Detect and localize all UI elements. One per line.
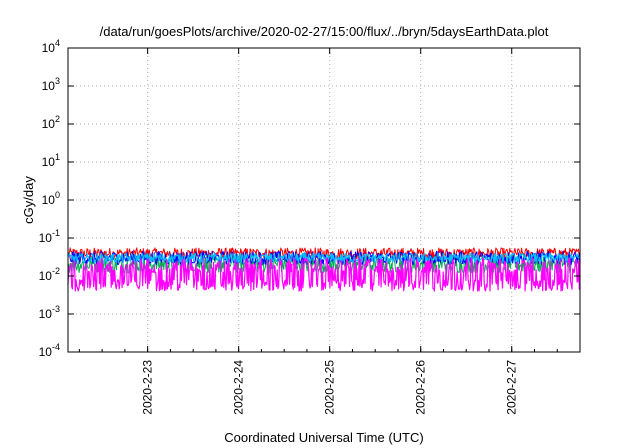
y-tick-label: 100 — [42, 190, 60, 207]
series-line — [67, 252, 581, 264]
x-tick-label: 2020-2-23 — [141, 360, 155, 415]
chart-title: /data/run/goesPlots/archive/2020-02-27/1… — [100, 24, 549, 39]
x-tick-label: 2020-2-26 — [414, 360, 428, 415]
x-tick-label: 2020-2-27 — [505, 360, 519, 415]
x-tick-label: 2020-2-25 — [323, 360, 337, 415]
y-tick-label: 102 — [42, 114, 60, 131]
x-axis: 2020-2-23 2020-2-24 2020-2-25 2020-2-26 2020… — [78, 48, 581, 415]
series-line — [67, 257, 581, 292]
y-tick-label: 103 — [42, 76, 60, 93]
series-group — [67, 247, 581, 292]
y-tick-label: 101 — [42, 152, 60, 169]
y-tick-label: 10-1 — [39, 228, 60, 245]
y-axis: 10-4 10-3 10-2 10-1 100 101 102 103 104 — [39, 38, 580, 359]
y-tick-label: 10-4 — [39, 342, 60, 359]
y-tick-label: 104 — [42, 38, 60, 55]
x-tick-label: 2020-2-24 — [232, 360, 246, 415]
y-axis-label: cGy/day — [21, 176, 36, 224]
x-axis-label: Coordinated Universal Time (UTC) — [224, 430, 423, 445]
grid-lines — [68, 48, 580, 352]
y-tick-label: 10-2 — [39, 266, 60, 283]
y-tick-label: 10-3 — [39, 304, 60, 321]
